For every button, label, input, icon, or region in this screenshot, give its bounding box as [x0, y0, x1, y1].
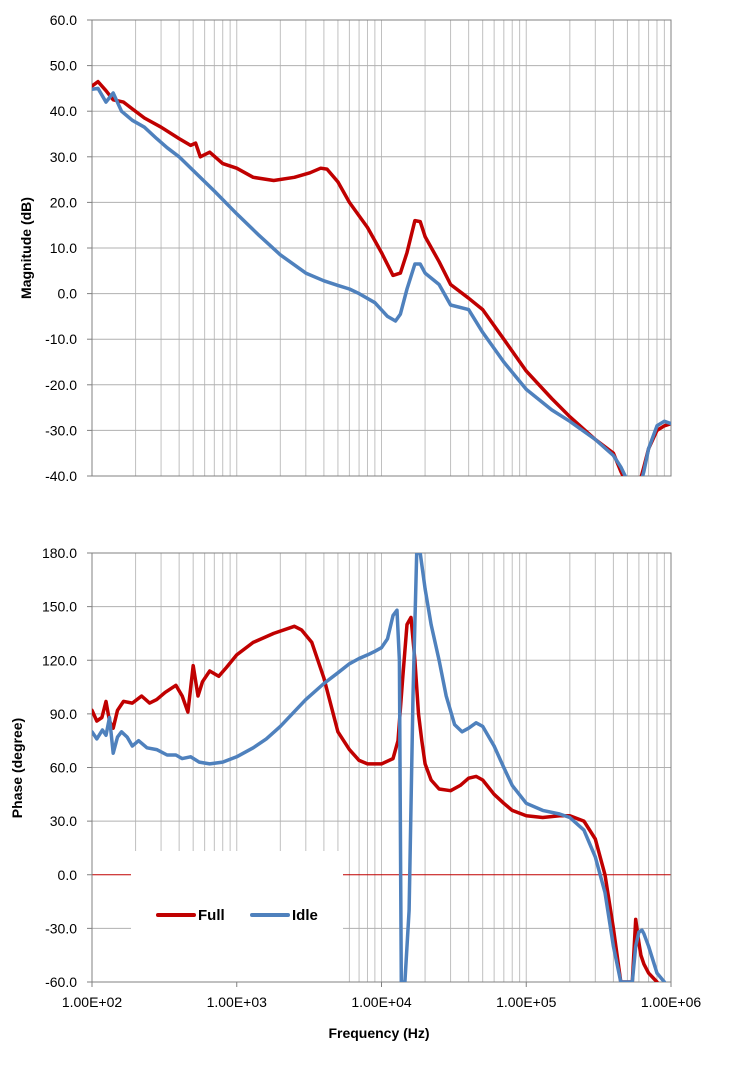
magnitude-y-tick-label: 0.0	[58, 286, 78, 302]
phase-y-tick-labels: 180.0 150.0 120.0 90.0 60.0 30.0 0.0 -30.0 -60.0	[42, 545, 92, 990]
magnitude-y-tick-label: -40.0	[45, 468, 77, 484]
magnitude-y-tick-labels: 60.0 50.0 40.0 30.0 20.0 10.0 0.0 -10.0 -20.0 -30…	[45, 12, 92, 484]
legend-label-idle: Idle	[292, 907, 318, 924]
phase-chart: Full Idle 180.0 150.0 120.0 90.0 60.0 30.0 0.0…	[9, 545, 701, 1041]
phase-x-tick-labels: 1.00E+02 1.00E+03 1.00E+04 1.00E+05 1.00E+06	[62, 982, 702, 1010]
phase-y-tick-label: 180.0	[42, 545, 77, 561]
magnitude-y-tick-label: 10.0	[50, 240, 77, 256]
magnitude-series-idle	[92, 86, 671, 476]
magnitude-y-tick-label: -10.0	[45, 331, 77, 347]
phase-y-tick-label: 90.0	[50, 706, 77, 722]
magnitude-y-tick-label: -20.0	[45, 377, 77, 393]
x-axis-title: Frequency (Hz)	[328, 1025, 429, 1041]
magnitude-gridlines	[92, 20, 671, 476]
phase-x-tick-label: 1.00E+06	[641, 994, 702, 1010]
phase-series-full	[92, 615, 659, 982]
phase-x-tick-label: 1.00E+05	[496, 994, 557, 1010]
magnitude-y-tick-label: -30.0	[45, 422, 77, 438]
magnitude-series	[92, 79, 671, 476]
phase-x-tick-label: 1.00E+04	[351, 994, 412, 1010]
phase-y-tick-label: 30.0	[50, 813, 77, 829]
phase-y-tick-label: 60.0	[50, 760, 77, 776]
phase-y-tick-label: 0.0	[58, 867, 78, 883]
phase-y-axis-title: Phase (degree)	[9, 718, 25, 818]
phase-y-tick-label: 120.0	[42, 652, 77, 668]
phase-series-idle	[92, 553, 667, 982]
phase-series	[92, 553, 667, 982]
phase-x-tick-label: 1.00E+03	[207, 994, 268, 1010]
phase-y-tick-label: 150.0	[42, 599, 77, 615]
phase-x-tick-label: 1.00E+02	[62, 994, 123, 1010]
magnitude-y-axis-title: Magnitude (dB)	[18, 197, 34, 299]
magnitude-y-tick-label: 40.0	[50, 103, 77, 119]
magnitude-y-tick-label: 30.0	[50, 149, 77, 165]
legend: Full Idle	[131, 851, 343, 981]
legend-label-full: Full	[198, 907, 225, 924]
phase-y-tick-label: -60.0	[45, 974, 77, 990]
magnitude-y-tick-label: 60.0	[50, 12, 77, 28]
phase-y-tick-label: -30.0	[45, 920, 77, 936]
magnitude-chart: 60.0 50.0 40.0 30.0 20.0 10.0 0.0 -10.0 -20.0 -30…	[18, 12, 672, 484]
magnitude-y-tick-label: 50.0	[50, 58, 77, 74]
magnitude-y-tick-label: 20.0	[50, 194, 77, 210]
